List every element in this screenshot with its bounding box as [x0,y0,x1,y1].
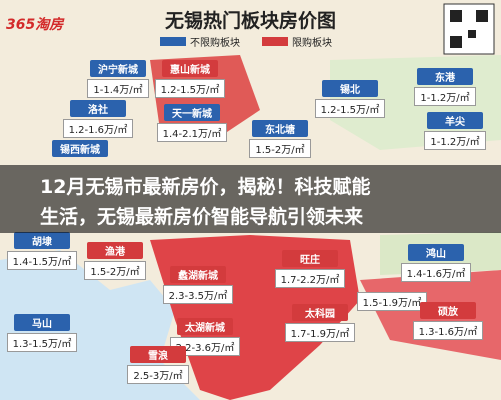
district-label: 1.5-1.9万/㎡ [352,290,432,311]
logo: 365淘房 [6,17,64,33]
district-label: 胡埭 1.4-1.5万/㎡ [2,232,82,270]
district-name: 太湖新城 [177,318,233,335]
district-label: 天一新城 1.4-2.1万/㎡ [152,104,232,142]
district-price: 1.2-1.6万/㎡ [62,119,134,138]
district-label: 沪宁新城 1-1.4万/㎡ [78,60,158,98]
district-label: 东北塘 1.5-2万/㎡ [240,120,320,158]
district-price: 1.5-1.9万/㎡ [356,292,428,311]
district-price: 1.3-1.6万/㎡ [412,321,484,340]
headline-band [0,165,501,233]
district-name: 旺庄 [282,250,338,267]
headline: 生活，无锡最新房价智能导航引领未来 [40,206,364,228]
district-price: 1.4-2.1万/㎡ [156,123,228,142]
district-label: 太湖新城 2.2-3.6万/㎡ [165,318,245,356]
district-price: 1.7-2.2万/㎡ [274,269,346,288]
district-name: 惠山新城 [162,60,218,77]
district-price: 1-1.4万/㎡ [87,79,149,98]
district-name: 硕放 [420,302,476,319]
district-label: 东港 1-1.2万/㎡ [405,68,485,106]
district-price: 2.3-3.5万/㎡ [162,285,234,304]
district-name: 洛社 [70,100,126,117]
qr-code [468,30,476,38]
map-title: 无锡热门板块房价图 [164,10,336,32]
district-label: 旺庄 1.7-2.2万/㎡ [270,250,350,288]
district-name: 羊尖 [427,112,483,129]
qr-code [476,10,488,22]
district-name: 天一新城 [164,104,220,121]
district-label: 马山 1.3-1.5万/㎡ [2,314,82,352]
district-label: 锡北 1.2-1.5万/㎡ [310,80,390,118]
district-name: 锡北 [322,80,378,97]
district-name: 锡西新城 [52,140,108,157]
district-name: 东港 [417,68,473,85]
district-label: 洛社 1.2-1.6万/㎡ [58,100,138,138]
headline: 12月无锡市最新房价，揭秘！科技赋能 [40,176,371,198]
legend-label: 限购板块 [292,38,332,49]
district-label: 雪浪 2.5-3万/㎡ [118,346,198,384]
district-label: 硕放 1.3-1.6万/㎡ [408,302,488,340]
district-name: 鸿山 [408,244,464,261]
district-price: 1-1.2万/㎡ [424,131,486,150]
district-label: 鸿山 1.4-1.6万/㎡ [396,244,476,282]
district-label: 羊尖 1-1.2万/㎡ [415,112,495,150]
district-price: 1.7-1.9万/㎡ [284,323,356,342]
district-price: 1.4-1.6万/㎡ [400,263,472,282]
district-label: 惠山新城 1.2-1.5万/㎡ [150,60,230,98]
district-name: 渔港 [87,242,143,259]
district-name: 沪宁新城 [90,60,146,77]
district-price: 1.5-2万/㎡ [249,139,311,158]
district-label: 蠡湖新城 2.3-3.5万/㎡ [158,266,238,304]
district-name: 胡埭 [14,232,70,249]
district-label: 锡西新城 [40,140,120,157]
district-price: 1.5-2万/㎡ [84,261,146,280]
district-name: 太科园 [292,304,348,321]
district-price: 1.2-1.5万/㎡ [154,79,226,98]
legend-label: 不限购板块 [190,38,240,49]
qr-code [450,36,462,48]
district-price: 1-1.2万/㎡ [414,87,476,106]
district-name: 雪浪 [130,346,186,363]
district-price: 1.3-1.5万/㎡ [6,333,78,352]
district-label: 渔港 1.5-2万/㎡ [75,242,155,280]
legend-item: 限购板块 [262,34,332,49]
qr-code [450,10,462,22]
district-price: 1.2-1.5万/㎡ [314,99,386,118]
district-price: 1.4-1.5万/㎡ [6,251,78,270]
district-name: 东北塘 [252,120,308,137]
district-label: 太科园 1.7-1.9万/㎡ [280,304,360,342]
district-name: 蠡湖新城 [170,266,226,283]
legend-item: 不限购板块 [160,34,240,49]
district-name: 马山 [14,314,70,331]
district-price: 2.5-3万/㎡ [127,365,189,384]
